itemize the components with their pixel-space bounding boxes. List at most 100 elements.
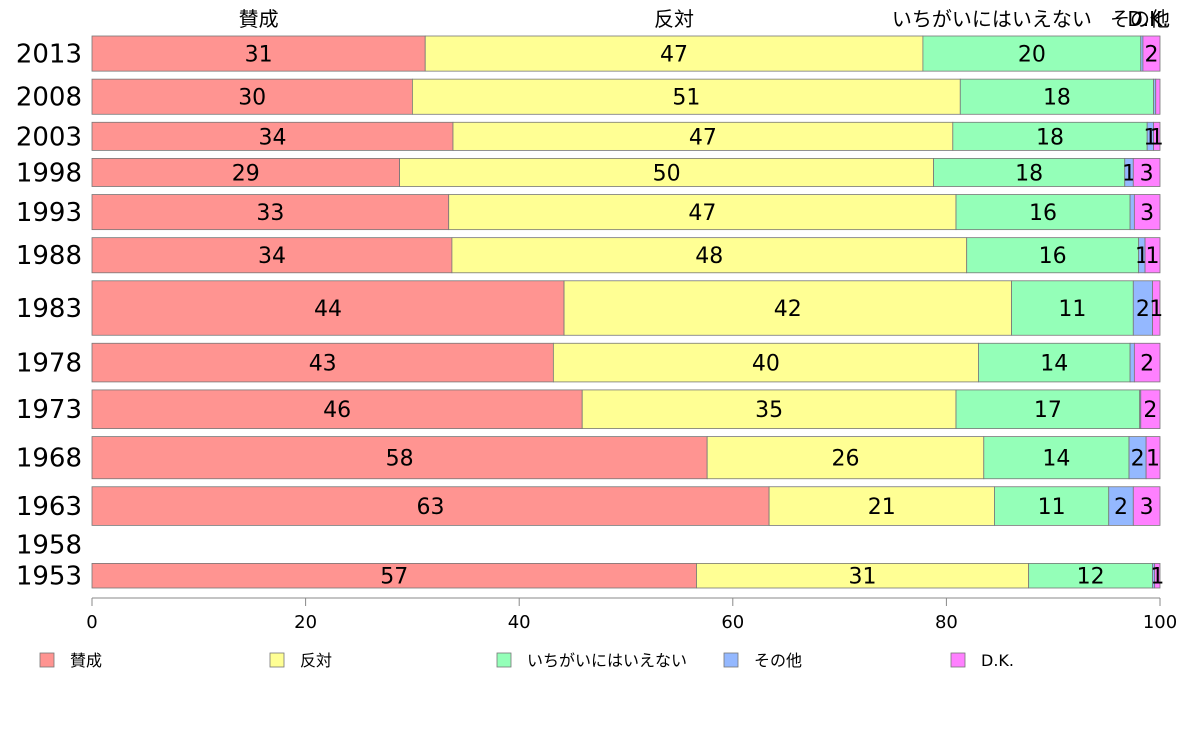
bar-segment: [452, 121, 954, 151]
bar-segment: [91, 389, 583, 429]
bar-segment: [1011, 280, 1134, 336]
bar-segment: [966, 237, 1140, 274]
data-label: 2: [1131, 447, 1145, 472]
bar-segment: [1140, 389, 1161, 429]
data-label: 63: [417, 495, 445, 520]
data-label: 3: [1140, 161, 1154, 186]
year-labels: 2013 2008 2003 1998 1993 1988 1983 1978 1973 1968…: [16, 40, 82, 592]
year-label: 1998: [16, 158, 82, 188]
bar-segment: [1133, 194, 1161, 231]
data-label: 30: [238, 86, 266, 111]
data-label: 3: [1140, 495, 1154, 520]
x-tick-label: 0: [86, 612, 97, 633]
data-label: 34: [258, 244, 286, 269]
data-label: 20: [1018, 43, 1046, 68]
year-label: 2013: [16, 40, 82, 70]
data-label: 11: [1058, 297, 1086, 322]
year-label: 1978: [16, 349, 82, 379]
data-label: 50: [653, 161, 681, 186]
legend-swatch: [723, 652, 739, 668]
data-label: 40: [752, 352, 780, 377]
bar-segment: [91, 563, 697, 589]
column-header: 賛成: [239, 7, 279, 31]
bar-segment: [563, 280, 1012, 336]
data-label: 26: [831, 447, 859, 472]
year-label: 2003: [16, 122, 82, 152]
bar-segment: [1108, 486, 1134, 526]
bar-segment: [451, 237, 968, 274]
x-tick-label: 80: [935, 612, 958, 633]
x-tick-label: 100: [1143, 612, 1177, 633]
year-label: 1988: [16, 241, 82, 271]
year-label: 1963: [16, 492, 82, 522]
bar-segment: [91, 157, 400, 187]
bar-segment: [1153, 121, 1161, 151]
bar-segment: [1155, 78, 1161, 115]
data-label: 34: [258, 125, 286, 150]
bar-segment: [581, 389, 957, 429]
bar-segment: [91, 78, 413, 115]
data-label: 21: [868, 495, 896, 520]
bar-segment: [955, 389, 1141, 429]
legend-label: 賛成: [70, 651, 102, 670]
data-label: 1: [1122, 161, 1136, 186]
bar-segment: [706, 436, 985, 480]
data-label: 2: [1114, 495, 1128, 520]
data-label: 31: [849, 565, 877, 590]
x-axis: 0 20 40 60 80 100: [86, 597, 1177, 633]
bar-segment: [1142, 35, 1161, 72]
data-label: 47: [688, 201, 716, 226]
bar-segment: [955, 194, 1131, 231]
bar-segment: [1028, 563, 1153, 589]
data-label: 35: [755, 398, 783, 423]
data-label: 3: [1140, 201, 1154, 226]
bar-segment: [424, 35, 924, 72]
column-header: D.K.: [1127, 7, 1168, 31]
data-label: 46: [323, 398, 351, 423]
bar-segment: [91, 280, 565, 336]
bar-segment: [91, 194, 450, 231]
year-label: 1983: [16, 294, 82, 324]
data-label: 1: [1150, 565, 1164, 590]
legend-label: 反対: [300, 651, 332, 670]
legend-swatch: [496, 652, 512, 668]
data-label: 18: [1043, 86, 1071, 111]
data-label: 31: [245, 43, 273, 68]
bar-segment: [91, 35, 426, 72]
year-label: 1973: [16, 395, 82, 425]
bar-segment: [1152, 280, 1161, 336]
data-label: 16: [1039, 244, 1067, 269]
legend-label: D.K.: [981, 651, 1014, 670]
legend-swatch: [39, 652, 55, 668]
bar-segment: [696, 563, 1030, 589]
data-label: 14: [1042, 447, 1070, 472]
data-label: 47: [689, 125, 717, 150]
data-label: 47: [660, 43, 688, 68]
bar-segment: [1132, 157, 1161, 187]
legend-label: いちがいにはいえない: [527, 651, 687, 670]
data-label: 51: [672, 86, 700, 111]
bar-segment: [552, 342, 979, 383]
year-label: 1993: [16, 198, 82, 228]
data-label: 58: [386, 447, 414, 472]
year-label: 2008: [16, 83, 82, 113]
bar-segment: [448, 194, 957, 231]
bar-segment: [411, 78, 961, 115]
bar-segment: [959, 78, 1154, 115]
data-label: 2: [1143, 398, 1157, 423]
bar-segment: [1129, 342, 1135, 383]
column-header: その他: [1110, 7, 1170, 31]
bar-segment: [399, 157, 934, 187]
bar-segment: [768, 486, 995, 526]
bar-segment: [1129, 194, 1135, 231]
bar-segment: [1133, 342, 1161, 383]
bar-segment: [1145, 436, 1161, 480]
bar-segment: [1144, 237, 1161, 274]
year-label: 1953: [16, 562, 82, 592]
legend-swatch: [269, 652, 285, 668]
column-header: いちがいにはいえない: [892, 7, 1092, 31]
bar-segment: [1154, 563, 1161, 589]
